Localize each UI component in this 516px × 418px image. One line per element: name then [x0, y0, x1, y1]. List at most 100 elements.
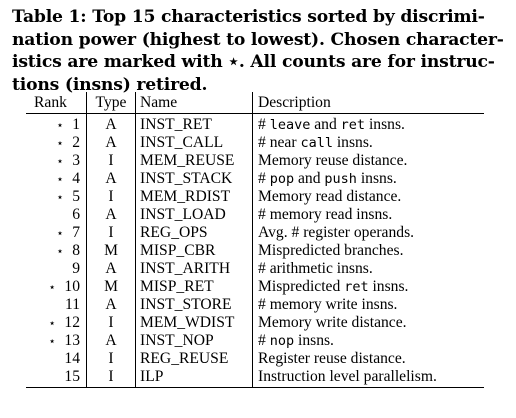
- name-cell: INST_RET: [135, 113, 253, 134]
- caption-line: istics are marked with ⋆. All counts are…: [12, 52, 495, 72]
- chosen-star-icon: ⋆: [48, 334, 56, 348]
- chosen-star-icon: ⋆: [48, 280, 56, 294]
- description-cell: # nop insns.: [252, 332, 484, 350]
- description-text: #: [258, 116, 270, 133]
- description-code: leave: [269, 117, 311, 133]
- description-text: Memory write distance.: [258, 314, 407, 331]
- table-row: ⋆ 8 M MISP_CBR Mispredicted branches.: [26, 242, 484, 260]
- header-type: Type: [86, 92, 136, 114]
- description-text: and: [310, 116, 341, 133]
- description-cell: Memory write distance.: [252, 314, 484, 332]
- name-cell: ILP: [135, 368, 253, 388]
- rank-value: 15: [64, 368, 80, 385]
- description-text: Mispredicted branches.: [258, 242, 404, 259]
- table-row: ⋆ 3 I MEM_REUSE Memory reuse distance.: [26, 152, 484, 170]
- type-cell: I: [86, 368, 136, 388]
- name-cell: INST_STACK: [135, 170, 253, 188]
- rank-value: 4: [72, 170, 80, 187]
- type-cell: I: [86, 152, 136, 170]
- description-cell: Mispredicted branches.: [252, 242, 484, 260]
- name-cell: INST_ARITH: [135, 260, 253, 278]
- rank-cell: ⋆ 8: [26, 242, 87, 260]
- rank-value: 7: [72, 224, 80, 241]
- description-cell: # memory write insns.: [252, 296, 484, 314]
- description-cell: # pop and push insns.: [252, 170, 484, 188]
- rank-cell: ⋆ 12: [26, 314, 87, 332]
- rank-cell: ⋆ 13: [26, 332, 87, 350]
- chosen-star-icon: ⋆: [56, 172, 64, 186]
- header-rank: Rank: [26, 92, 87, 114]
- description-text: # memory read insns.: [258, 206, 393, 223]
- description-code: push: [324, 171, 357, 187]
- rank-cell: ⋆ 2: [26, 134, 87, 152]
- name-cell: MEM_WDIST: [135, 314, 253, 332]
- table-row: 6 A INST_LOAD # memory read insns.: [26, 206, 484, 224]
- table-row: ⋆ 4 A INST_STACK # pop and push insns.: [26, 170, 484, 188]
- type-cell: A: [86, 134, 136, 152]
- description-text: Avg. # register operands.: [258, 224, 415, 241]
- type-cell: I: [86, 224, 136, 242]
- type-cell: M: [86, 242, 136, 260]
- rank-cell: ⋆ 10: [26, 278, 87, 296]
- rank-cell: ⋆ 3: [26, 152, 87, 170]
- rank-value: 11: [64, 296, 80, 313]
- description-cell: # arithmetic insns.: [252, 260, 484, 278]
- description-text: #: [258, 332, 270, 349]
- description-text: # memory write insns.: [258, 296, 398, 313]
- rank-value: 13: [64, 332, 80, 349]
- rank-value: 12: [64, 314, 80, 331]
- table-row: ⋆ 2 A INST_CALL # near call insns.: [26, 134, 484, 152]
- description-code: pop: [269, 171, 295, 187]
- type-cell: A: [86, 296, 136, 314]
- name-cell: MEM_RDIST: [135, 188, 253, 206]
- description-code: call: [300, 135, 333, 151]
- name-cell: INST_CALL: [135, 134, 253, 152]
- description-text: and: [294, 170, 325, 187]
- table-row: ⋆ 5 I MEM_RDIST Memory read distance.: [26, 188, 484, 206]
- name-cell: REG_REUSE: [135, 350, 253, 368]
- table-row: ⋆ 12 I MEM_WDIST Memory write distance.: [26, 314, 484, 332]
- name-cell: INST_LOAD: [135, 206, 253, 224]
- rank-value: 6: [72, 206, 80, 223]
- table-row: ⋆ 1 A INST_RET # leave and ret insns.: [26, 113, 484, 134]
- table-row: 9 A INST_ARITH # arithmetic insns.: [26, 260, 484, 278]
- rank-value: 8: [72, 242, 80, 259]
- description-cell: Memory read distance.: [252, 188, 484, 206]
- description-text: Register reuse distance.: [258, 350, 406, 367]
- characteristics-table: Rank Type Name Description ⋆ 1 A INST_RET # …: [26, 92, 484, 388]
- rank-cell: ⋆ 5: [26, 188, 87, 206]
- rank-value: 10: [64, 278, 80, 295]
- rank-value: 14: [64, 350, 80, 367]
- rank-value: 1: [72, 116, 80, 133]
- description-text: Memory reuse distance.: [258, 152, 408, 169]
- rank-cell: 11: [26, 296, 87, 314]
- rank-cell: ⋆ 7: [26, 224, 87, 242]
- rank-value: 2: [72, 134, 80, 151]
- name-cell: MISP_RET: [135, 278, 253, 296]
- chosen-star-icon: ⋆: [56, 154, 64, 168]
- table-header-row: Rank Type Name Description: [26, 92, 484, 114]
- chosen-star-icon: ⋆: [48, 316, 56, 330]
- description-text: insns.: [365, 116, 405, 133]
- name-cell: REG_OPS: [135, 224, 253, 242]
- description-cell: Avg. # register operands.: [252, 224, 484, 242]
- type-cell: A: [86, 332, 136, 350]
- header-description: Description: [252, 92, 484, 114]
- chosen-star-icon: ⋆: [56, 136, 64, 150]
- name-cell: INST_STORE: [135, 296, 253, 314]
- name-cell: MISP_CBR: [135, 242, 253, 260]
- description-cell: Register reuse distance.: [252, 350, 484, 368]
- table-row: 15 I ILP Instruction level parallelism.: [26, 368, 484, 388]
- rank-value: 5: [72, 188, 80, 205]
- table-row: 14 I REG_REUSE Register reuse distance.: [26, 350, 484, 368]
- description-text: Memory read distance.: [258, 188, 402, 205]
- description-cell: Instruction level parallelism.: [252, 368, 484, 388]
- description-text: #: [258, 170, 270, 187]
- header-name: Name: [135, 92, 253, 114]
- description-text: # arithmetic insns.: [258, 260, 373, 277]
- description-text: Mispredicted: [258, 278, 345, 295]
- description-text: # near: [258, 134, 301, 151]
- rank-cell: 15: [26, 368, 87, 388]
- type-cell: I: [86, 314, 136, 332]
- description-cell: Mispredicted ret insns.: [252, 278, 484, 296]
